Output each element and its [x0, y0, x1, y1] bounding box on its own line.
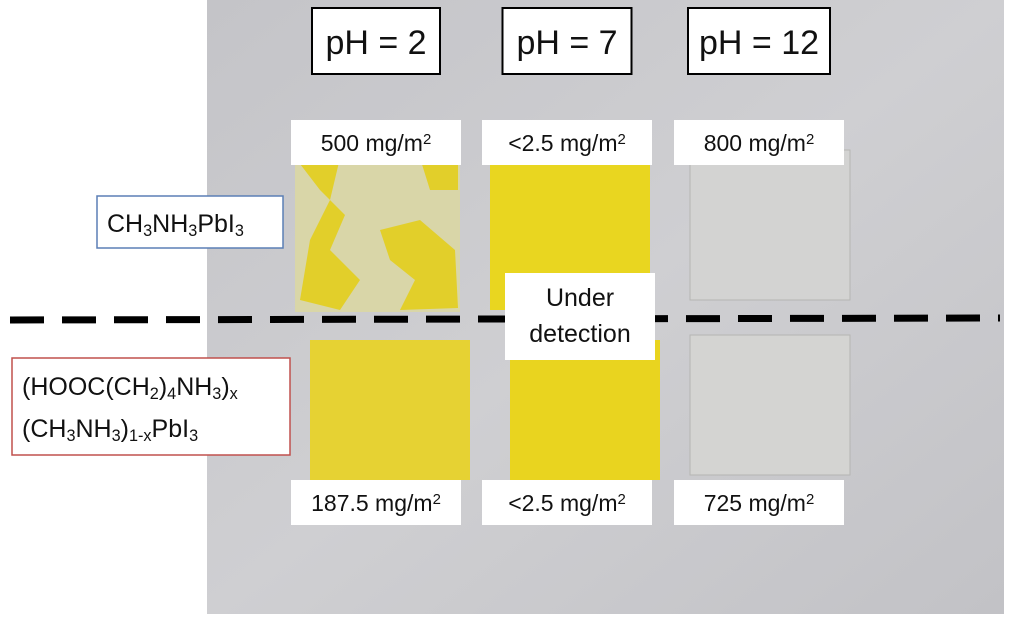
text-part: ) — [221, 373, 229, 401]
text-part: PbI — [197, 210, 235, 238]
label-text: CH3NH3PbI3 — [107, 210, 244, 240]
subscript: x — [230, 385, 238, 403]
supscript: 2 — [806, 491, 814, 508]
subscript: 3 — [112, 427, 121, 445]
sample — [689, 149, 851, 301]
column-header: pH = 7 — [516, 24, 617, 62]
supscript: 2 — [423, 131, 431, 148]
text-part: 725 mg/m — [704, 490, 806, 516]
text-part: CH — [107, 210, 143, 238]
text-part: NH — [176, 373, 212, 401]
label-box — [505, 273, 655, 360]
label-box — [501, 7, 633, 75]
label-box — [11, 357, 291, 456]
subscript: 3 — [188, 222, 197, 240]
label-text: (CH3NH3)1-xPbI3 — [22, 415, 198, 445]
subscript: 3 — [212, 385, 221, 403]
sample — [310, 340, 470, 480]
label-box — [482, 480, 652, 525]
label-box — [674, 480, 844, 525]
text-part: NH — [152, 210, 188, 238]
supscript: 2 — [617, 491, 625, 508]
note-text: detection — [529, 320, 630, 348]
label-text: <2.5 mg/m2 — [508, 490, 626, 516]
label-box — [674, 120, 844, 165]
text-part: <2.5 mg/m — [508, 130, 617, 156]
subscript: 3 — [66, 427, 75, 445]
label-text: 725 mg/m2 — [704, 490, 815, 516]
sample — [510, 340, 660, 480]
subscript: 3 — [235, 222, 244, 240]
label-text: <2.5 mg/m2 — [508, 130, 626, 156]
text-part: ) — [159, 373, 167, 401]
label-text: (HOOC(CH2)4NH3)x — [22, 373, 238, 403]
supscript: 2 — [617, 131, 625, 148]
text-part: NH — [75, 415, 111, 443]
label-box — [311, 7, 441, 75]
supscript: 2 — [806, 131, 814, 148]
column-header: pH = 2 — [325, 24, 426, 62]
text-part: 187.5 mg/m — [311, 490, 432, 516]
text-part: ) — [121, 415, 129, 443]
label-box — [291, 480, 461, 525]
supscript: 2 — [433, 491, 441, 508]
text-part: (CH — [22, 415, 66, 443]
subscript: 4 — [167, 385, 176, 403]
label-box — [687, 7, 831, 75]
subscript: 2 — [150, 385, 159, 403]
subscript: 3 — [189, 427, 198, 445]
text-part: (HOOC(CH — [22, 373, 150, 401]
column-header: pH = 12 — [699, 24, 819, 62]
label-text: 500 mg/m2 — [321, 130, 432, 156]
text-part: <2.5 mg/m — [508, 490, 617, 516]
text-part: 800 mg/m — [704, 130, 806, 156]
sample — [689, 334, 851, 476]
label-box — [96, 195, 284, 249]
subscript: 3 — [143, 222, 152, 240]
label-text: 187.5 mg/m2 — [311, 490, 441, 516]
label-box — [482, 120, 652, 165]
note-text: Under — [546, 284, 614, 312]
label-box — [291, 120, 461, 165]
label-text: 800 mg/m2 — [704, 130, 815, 156]
text-part: PbI — [152, 415, 190, 443]
sample-residue — [297, 158, 458, 310]
subscript: 1-x — [129, 427, 152, 445]
text-part: 500 mg/m — [321, 130, 423, 156]
